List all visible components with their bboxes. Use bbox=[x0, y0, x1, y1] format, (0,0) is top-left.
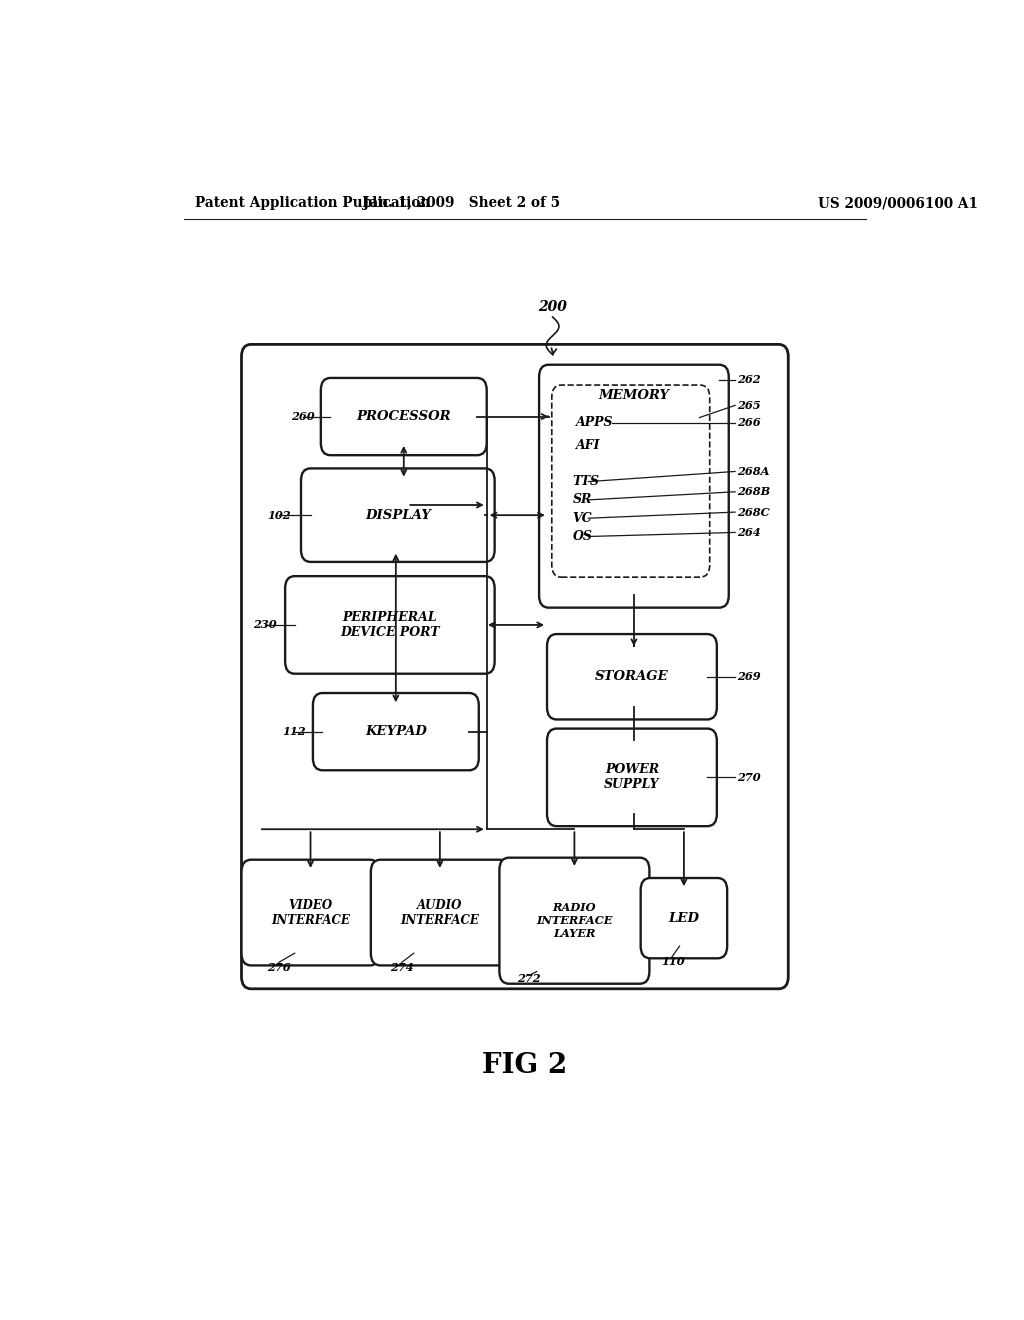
FancyBboxPatch shape bbox=[242, 859, 380, 965]
Text: 102: 102 bbox=[267, 510, 291, 520]
Text: PERIPHERAL
DEVICE PORT: PERIPHERAL DEVICE PORT bbox=[340, 611, 439, 639]
FancyBboxPatch shape bbox=[539, 364, 729, 607]
Text: 112: 112 bbox=[283, 726, 306, 737]
Text: 270: 270 bbox=[737, 772, 761, 783]
Text: US 2009/0006100 A1: US 2009/0006100 A1 bbox=[818, 197, 979, 210]
FancyBboxPatch shape bbox=[547, 729, 717, 826]
FancyBboxPatch shape bbox=[552, 385, 710, 577]
Text: RADIO
INTERFACE
LAYER: RADIO INTERFACE LAYER bbox=[537, 903, 612, 939]
Text: Jan. 1, 2009   Sheet 2 of 5: Jan. 1, 2009 Sheet 2 of 5 bbox=[362, 197, 560, 210]
Text: 200: 200 bbox=[539, 300, 567, 314]
Text: VC: VC bbox=[572, 512, 592, 525]
FancyBboxPatch shape bbox=[301, 469, 495, 562]
Text: 276: 276 bbox=[267, 962, 291, 973]
FancyBboxPatch shape bbox=[500, 858, 649, 983]
Text: AUDIO
INTERFACE: AUDIO INTERFACE bbox=[400, 899, 479, 927]
Text: 268A: 268A bbox=[737, 466, 770, 477]
Text: AFI: AFI bbox=[577, 438, 601, 451]
Text: 230: 230 bbox=[253, 619, 278, 631]
Text: APPS: APPS bbox=[577, 416, 613, 429]
Text: 268C: 268C bbox=[737, 507, 770, 517]
Text: DISPLAY: DISPLAY bbox=[365, 508, 431, 521]
FancyBboxPatch shape bbox=[547, 634, 717, 719]
Text: 264: 264 bbox=[737, 527, 761, 539]
Text: 262: 262 bbox=[737, 375, 761, 385]
FancyBboxPatch shape bbox=[321, 378, 486, 455]
Text: STORAGE: STORAGE bbox=[595, 671, 669, 684]
Text: Patent Application Publication: Patent Application Publication bbox=[196, 197, 431, 210]
Text: 268B: 268B bbox=[737, 486, 771, 498]
Text: 260: 260 bbox=[291, 411, 314, 422]
Text: 269: 269 bbox=[737, 672, 761, 682]
Text: 265: 265 bbox=[737, 400, 761, 411]
Text: OS: OS bbox=[572, 531, 592, 543]
Text: 272: 272 bbox=[517, 973, 541, 985]
FancyBboxPatch shape bbox=[641, 878, 727, 958]
Text: SR: SR bbox=[572, 494, 592, 507]
Text: 274: 274 bbox=[390, 962, 414, 973]
Text: 266: 266 bbox=[737, 417, 761, 428]
Text: KEYPAD: KEYPAD bbox=[365, 725, 427, 738]
Text: TTS: TTS bbox=[572, 475, 599, 488]
Text: 110: 110 bbox=[662, 956, 685, 966]
FancyBboxPatch shape bbox=[242, 345, 788, 989]
FancyBboxPatch shape bbox=[313, 693, 479, 771]
FancyBboxPatch shape bbox=[371, 859, 509, 965]
Text: MEMORY: MEMORY bbox=[598, 388, 670, 401]
Text: POWER
SUPPLY: POWER SUPPLY bbox=[604, 763, 659, 792]
Text: VIDEO
INTERFACE: VIDEO INTERFACE bbox=[271, 899, 350, 927]
FancyBboxPatch shape bbox=[285, 576, 495, 673]
Text: LED: LED bbox=[669, 912, 699, 924]
Text: PROCESSOR: PROCESSOR bbox=[356, 411, 452, 424]
Text: FIG 2: FIG 2 bbox=[482, 1052, 567, 1078]
